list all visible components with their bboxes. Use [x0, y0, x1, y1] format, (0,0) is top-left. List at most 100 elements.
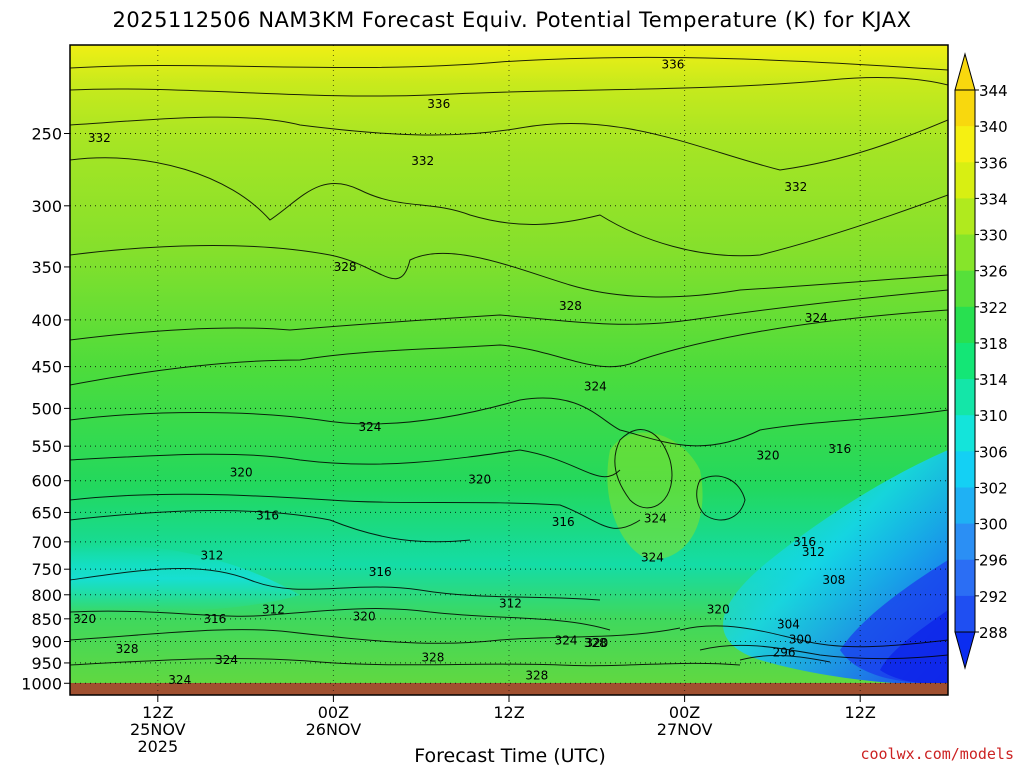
contour-label: 316 [369, 565, 392, 579]
x-tick-label: 00Z [318, 703, 349, 722]
contour-label: 316 [552, 515, 575, 529]
colorbar-max-arrow [954, 52, 976, 91]
contour-label: 328 [559, 299, 582, 313]
colorbar-swatch [955, 451, 975, 488]
contour-label: 320 [468, 472, 491, 486]
y-tick-label: 800 [31, 586, 62, 605]
colorbar-label: 326 [979, 263, 1008, 281]
colorbar-label: 302 [979, 479, 1008, 497]
y-tick-label: 500 [31, 399, 62, 418]
colorbar-swatch [955, 234, 975, 272]
chart-title: 2025112506 NAM3KM Forecast Equiv. Potent… [112, 8, 912, 32]
colorbar-swatch [955, 595, 975, 633]
x-tick-label: 12Z [493, 703, 524, 722]
contour-label: 320 [757, 448, 780, 462]
contour-label: 316 [256, 508, 279, 522]
contour-label: 324 [359, 420, 382, 434]
contour-label: 328 [334, 260, 357, 274]
colorbar-swatch [955, 90, 975, 127]
contour-label: 324 [215, 653, 238, 667]
colorbar-label: 306 [979, 443, 1008, 461]
contour-label: 308 [822, 573, 845, 587]
x-tick-label: 27NOV [657, 720, 713, 739]
contour-label: 328 [421, 650, 444, 664]
contour-label: 332 [411, 154, 434, 168]
contour-label: 320 [73, 612, 96, 626]
colorbar-swatch [955, 306, 975, 344]
colorbar-label: 340 [979, 118, 1008, 136]
y-tick-label: 250 [31, 124, 62, 143]
y-tick-label: 350 [31, 258, 62, 277]
colorbar-min-arrow [954, 631, 976, 670]
x-tick-label: 12Z [142, 703, 173, 722]
contour-label: 324 [641, 550, 664, 564]
y-tick-label: 550 [31, 437, 62, 456]
y-tick-label: 700 [31, 533, 62, 552]
contour-label: 324 [644, 511, 667, 525]
colorbar-frame [954, 89, 976, 633]
colorbar-swatch [955, 559, 975, 597]
contour-label: 312 [262, 602, 285, 616]
y-tick-label: 450 [31, 358, 62, 377]
y-tick-label: 400 [31, 311, 62, 330]
contour-label: 324 [555, 634, 578, 648]
contour-label: 316 [793, 535, 816, 549]
x-axis-label: Forecast Time (UTC) [414, 745, 606, 767]
surface-band [70, 683, 948, 695]
colorbar-swatch [955, 162, 975, 199]
y-tick-label: 650 [31, 503, 62, 522]
contour-label: 320 [585, 636, 608, 650]
colorbar: 288 292 296 300 302 306 310 314 318 322 326 330 334 3… [954, 52, 1008, 670]
colorbar-swatch [955, 379, 975, 416]
y-tick-label: 850 [31, 610, 62, 629]
colorbar-label: 336 [979, 154, 1008, 172]
contour-label: 312 [200, 549, 223, 563]
colorbar-label: 314 [979, 371, 1008, 389]
colorbar-swatch [955, 270, 975, 308]
contour-label: 312 [499, 597, 522, 611]
colorbar-label: 330 [979, 227, 1008, 245]
contour-label: 336 [661, 57, 684, 71]
colorbar-label: 296 [979, 552, 1008, 570]
contour-label: 296 [773, 645, 796, 659]
contour-label: 332 [784, 180, 807, 194]
colorbar-swatch [955, 126, 975, 163]
y-axis: 250 300 350 400 450 500 550 600 650 700 750 800 850 9… [21, 124, 70, 693]
y-tick-label: 900 [31, 632, 62, 651]
colorbar-label: 334 [979, 190, 1008, 208]
colorbar-swatch [955, 342, 975, 380]
contour-label: 316 [828, 442, 851, 456]
x-tick-label: 12Z [845, 703, 876, 722]
colorbar-label: 300 [979, 516, 1008, 534]
colorbar-label: 344 [979, 82, 1008, 100]
x-tick-label: 25NOV [130, 720, 186, 739]
colorbar-label: 292 [979, 588, 1008, 606]
contour-label: 300 [789, 632, 812, 646]
gridlines [70, 45, 948, 695]
y-tick-label: 300 [31, 197, 62, 216]
colorbar-swatch [955, 487, 975, 525]
contour-label: 332 [88, 131, 111, 145]
x-tick-label: 26NOV [306, 720, 362, 739]
contour-label: 328 [525, 668, 548, 682]
credit-text[interactable]: coolwx.com/models [860, 745, 1014, 763]
y-tick-label: 600 [31, 472, 62, 491]
contour-label: 312 [802, 545, 825, 559]
contour-label: 320 [353, 609, 376, 623]
y-tick-label: 750 [31, 560, 62, 579]
y-tick-label: 950 [31, 654, 62, 673]
colorbar-label: 322 [979, 299, 1008, 317]
contour-label: 336 [427, 97, 450, 111]
x-tick-label: 00Z [669, 703, 700, 722]
contour-label: 324 [584, 379, 607, 393]
colorbar-label: 318 [979, 335, 1008, 353]
contour-label: 304 [777, 617, 800, 631]
colorbar-label: 310 [979, 407, 1008, 425]
contour-label: 324 [805, 311, 828, 325]
contour-label: 328 [584, 636, 607, 650]
colorbar-label: 288 [979, 624, 1008, 642]
contour-label: 316 [203, 612, 226, 626]
